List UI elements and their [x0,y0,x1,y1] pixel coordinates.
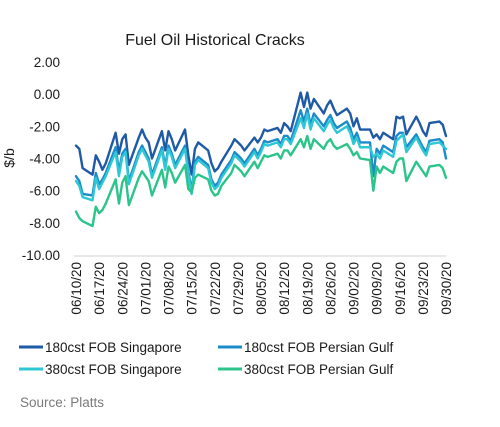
y-axis-label: $/b [1,148,17,168]
legend-label: 180cst FOB Persian Gulf [244,340,394,355]
x-tick-label: 06/10/20 [69,262,84,315]
legend: 180cst FOB Singapore 180cst FOB Persian G… [19,340,394,377]
series-line-4 [74,134,448,228]
x-tick-label: 08/19/20 [300,262,315,315]
x-tick-label: 09/30/20 [439,262,454,315]
x-tick-label: 09/23/20 [416,262,431,315]
x-tick-label: 07/29/20 [231,262,246,315]
x-tick-label: 06/17/20 [92,262,107,315]
x-tick-label: 08/05/20 [254,262,269,315]
x-axis-ticks: 06/10/20 06/17/20 06/24/20 07/01/20 07/08/20… [69,262,454,315]
x-tick-label: 07/15/20 [185,262,200,315]
legend-label: 180cst FOB Singapore [45,340,182,355]
y-tick-label: 2.00 [34,55,60,70]
legend-label: 380cst FOB Persian Gulf [244,362,394,377]
y-tick-label: -4.00 [29,152,60,167]
series-line-1 [74,91,448,176]
x-tick-label: 06/24/20 [115,262,130,315]
x-tick-label: 08/12/20 [277,262,292,315]
legend-label: 380cst FOB Singapore [45,362,182,377]
x-tick-label: 07/08/20 [162,262,177,315]
y-tick-label: -8.00 [29,216,60,231]
y-tick-label: 0.00 [34,87,60,102]
y-axis-ticks: 2.00 0.00 -2.00 -4.00 -6.00 -8.00 -10.00 [22,55,60,263]
chart-title: Fuel Oil Historical Cracks [125,32,305,49]
series-line-3 [74,112,448,202]
x-tick-label: 08/26/20 [323,262,338,315]
x-tick-label: 09/02/20 [347,262,362,315]
x-tick-label: 09/16/20 [393,262,408,315]
y-tick-label: -6.00 [29,184,60,199]
x-tick-label: 07/22/20 [208,262,223,315]
y-tick-label: -10.00 [22,248,60,263]
x-tick-label: 09/09/20 [370,262,385,315]
y-tick-label: -2.00 [29,119,60,134]
source-note: Source: Platts [20,395,104,410]
x-tick-label: 07/01/20 [138,262,153,315]
series-line-2 [74,107,448,197]
series-lines [74,91,448,228]
